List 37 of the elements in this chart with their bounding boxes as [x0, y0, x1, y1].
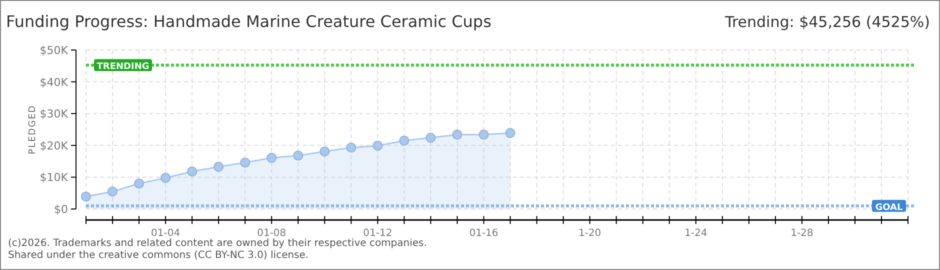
point	[505, 128, 516, 138]
point	[399, 136, 410, 146]
y-tick-label: $30K	[40, 108, 69, 121]
point	[240, 158, 250, 168]
y-axis-title: PLEDGED	[28, 104, 38, 154]
point	[426, 132, 436, 143]
point	[346, 142, 356, 153]
chart-title: Funding Progress: Handmade Marine Creature Ceramic Cups	[6, 12, 492, 31]
ref-line-label: GOAL	[875, 202, 904, 213]
y-tick-label: $40K	[40, 76, 69, 89]
point	[266, 152, 277, 163]
point	[134, 178, 144, 189]
point	[214, 162, 224, 172]
y-tick-label: $0	[54, 203, 68, 216]
point	[81, 192, 91, 202]
point	[108, 186, 118, 197]
point	[478, 130, 489, 140]
chart-subtitle: Trending: $45,256 (4525%)	[724, 13, 930, 31]
x-tick-label: 01-08	[257, 228, 286, 239]
point	[320, 146, 330, 156]
point	[452, 130, 462, 140]
y-tick-label: $20K	[40, 139, 69, 152]
y-tick-label: $50K	[40, 44, 69, 57]
y-tick-label: $10K	[40, 171, 69, 184]
x-tick-label: 01-12	[363, 228, 392, 239]
text: (c)2026. Trademarks and related content are owned by their respective companies.	[8, 238, 427, 249]
x-tick-label: 1-28	[790, 228, 814, 239]
point	[160, 172, 171, 183]
ref-line-label: TRENDING	[96, 62, 150, 72]
point	[372, 140, 383, 151]
x-tick-label: 1-20	[578, 228, 602, 239]
x-tick-label: 01-16	[469, 228, 498, 239]
x-tick-label: 01-04	[151, 228, 180, 239]
text: Shared under the creative commons (CC BY-NC 3.0) license.	[8, 250, 309, 261]
point	[293, 150, 304, 161]
x-tick-label: 1-24	[684, 228, 708, 239]
point	[187, 166, 198, 176]
